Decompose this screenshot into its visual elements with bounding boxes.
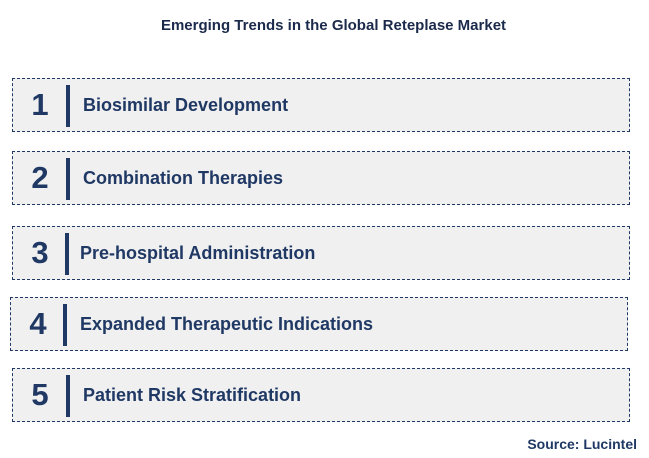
divider-bar bbox=[66, 158, 70, 200]
trend-number: 1 bbox=[31, 87, 49, 122]
trend-label: Combination Therapies bbox=[83, 168, 284, 188]
diagram-title: Emerging Trends in the Global Reteplase … bbox=[160, 17, 507, 34]
trend-row-2: 2 Combination Therapies bbox=[12, 151, 630, 205]
trend-label: Expanded Therapeutic Indications bbox=[80, 314, 374, 334]
divider-bar bbox=[63, 304, 67, 346]
trend-row-3: 3 Pre-hospital Administration bbox=[12, 226, 630, 280]
trend-row-5: 5 Patient Risk Stratification bbox=[12, 368, 630, 422]
trend-number: 5 bbox=[31, 377, 49, 412]
divider-bar bbox=[66, 85, 70, 127]
trend-label: Pre-hospital Administration bbox=[80, 243, 316, 263]
trend-row-4: 4 Expanded Therapeutic Indications bbox=[10, 297, 628, 351]
trend-label: Patient Risk Stratification bbox=[83, 385, 302, 405]
divider-bar bbox=[65, 233, 69, 275]
trend-label: Biosimilar Development bbox=[83, 95, 289, 115]
trend-number: 4 bbox=[29, 306, 47, 341]
divider-bar bbox=[66, 375, 70, 417]
trend-row-1: 1 Biosimilar Development bbox=[12, 78, 630, 132]
trend-number: 3 bbox=[31, 235, 49, 270]
source-credit: Source: Lucintel bbox=[527, 436, 637, 452]
trend-number: 2 bbox=[31, 160, 49, 195]
